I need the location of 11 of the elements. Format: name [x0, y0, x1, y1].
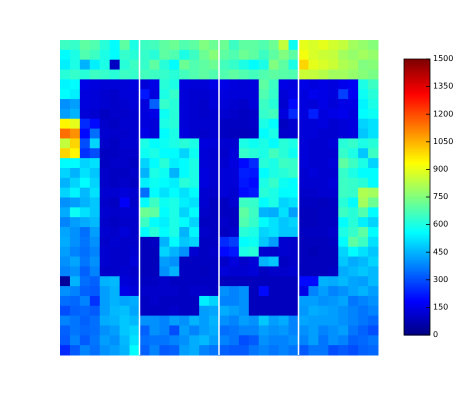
color-bar-label: 150	[433, 302, 448, 312]
color-bar-label: 450	[433, 247, 448, 256]
color-bar-label: 1350	[433, 82, 454, 91]
color-bar-label: 1050	[433, 136, 454, 146]
color-bar-label: 0	[433, 330, 438, 340]
color-bar-label: 900	[433, 164, 448, 174]
color-bar-label: 1500	[433, 54, 454, 64]
color-bar-label: 750	[433, 192, 448, 202]
color-bar-label: 300	[433, 274, 448, 284]
color-bar-label: 600	[433, 220, 448, 229]
color-bar-label: 1200	[433, 109, 454, 118]
